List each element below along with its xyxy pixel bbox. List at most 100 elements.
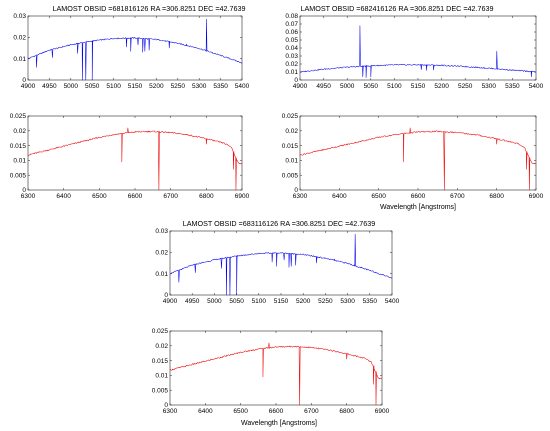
y-tick-label: 0.015	[282, 143, 299, 150]
x-tick-label: 5150	[128, 83, 143, 90]
y-tick-label: 0.02	[13, 35, 26, 42]
y-tick-label: 0.04	[285, 45, 298, 52]
y-tick-label: 0.005	[152, 387, 169, 394]
y-tick-label: 0.01	[285, 69, 298, 76]
x-tick-label: 5400	[385, 298, 400, 305]
x-tick-label: 5200	[434, 83, 449, 90]
x-tick-label: 5300	[340, 298, 355, 305]
y-tick-label: 0.03	[155, 228, 168, 235]
y-tick-label: 0	[294, 77, 298, 84]
blue-spectrum-line	[299, 25, 537, 78]
x-tick-label: 5000	[64, 83, 79, 90]
x-tick-label: 5000	[340, 83, 355, 90]
x-tick-label: 4900	[293, 83, 308, 90]
y-tick-label: 0.01	[13, 158, 26, 165]
axes-frame	[299, 115, 537, 191]
x-tick-label: 5350	[363, 298, 378, 305]
panel-2-red-spectrum: 6300 6400 6500 6600 6700 6800 6900 0 0.005 0.01 0.…	[282, 113, 544, 200]
y-tick-label: 0.005	[10, 172, 27, 179]
panel-title-1: LAMOST OBSID =681816126 RA =306.8251 DEC…	[52, 4, 245, 13]
y-tick-label: 0.02	[285, 128, 298, 135]
xlabel-3: Wavelength [Angstroms]	[241, 420, 317, 427]
y-tick-label: 0.01	[285, 158, 298, 165]
panel-2-blue-spectrum: 4900 4950 5000 5050 5100 5150 5200 5250 5300 5350…	[285, 13, 543, 90]
y-tick-label: 0.05	[285, 37, 298, 44]
x-tick-label: 5350	[505, 83, 520, 90]
x-tick-label: 5400	[529, 83, 544, 90]
panel-3-blue-spectrum: 4900 4950 5000 5050 5100 5150 5200 5250 5300 5350…	[155, 228, 399, 305]
x-tick-label: 4950	[316, 83, 331, 90]
x-tick-label: 5100	[106, 83, 121, 90]
x-tick-label: 6400	[198, 408, 213, 415]
x-tick-label: 5000	[207, 298, 222, 305]
y-tick-label: 0.03	[285, 53, 298, 60]
x-tick-label: 6700	[450, 193, 465, 200]
x-tick-label: 5150	[411, 83, 426, 90]
x-tick-label: 6700	[163, 193, 178, 200]
x-tick-label: 4950	[42, 83, 57, 90]
y-tick-label: 0.025	[10, 113, 27, 120]
y-tick-label: 0.005	[282, 172, 299, 179]
panel-1-red-spectrum: 6300 6400 6500 6600 6700 6800 6900 0 0.005 0.01 0.…	[10, 113, 250, 200]
y-tick-label: 0.02	[155, 343, 168, 350]
x-tick-label: 5300	[482, 83, 497, 90]
y-tick-label: 0.02	[13, 128, 26, 135]
x-tick-label: 6300	[293, 193, 308, 200]
x-tick-label: 5050	[364, 83, 379, 90]
x-tick-label: 5350	[213, 83, 228, 90]
x-tick-label: 5250	[458, 83, 473, 90]
x-tick-label: 6500	[371, 193, 386, 200]
x-tick-label: 6800	[199, 193, 214, 200]
y-tick-label: 0.02	[155, 250, 168, 257]
x-tick-label: 5400	[235, 83, 250, 90]
x-tick-label: 6900	[235, 193, 250, 200]
x-tick-label: 6400	[332, 193, 347, 200]
x-tick-label: 5200	[296, 298, 311, 305]
y-tick-label: 0.03	[13, 13, 26, 20]
y-tick-label: 0.025	[282, 113, 299, 120]
x-tick-label: 5250	[318, 298, 333, 305]
y-tick-label: 0.015	[10, 143, 27, 150]
x-tick-label: 6600	[128, 193, 143, 200]
axes-frame	[27, 115, 243, 191]
x-tick-label: 6600	[269, 408, 284, 415]
x-tick-label: 6500	[233, 408, 248, 415]
x-tick-label: 5100	[252, 298, 267, 305]
red-spectrum-line	[299, 127, 537, 191]
x-tick-label: 5150	[274, 298, 289, 305]
y-tick-label: 0.07	[285, 21, 298, 28]
x-tick-label: 6700	[304, 408, 319, 415]
x-tick-label: 6800	[339, 408, 354, 415]
y-tick-label: 0.015	[152, 358, 169, 365]
blue-spectrum-line	[27, 18, 243, 81]
panel-title-2: LAMOST OBSID =682416126 RA =306.8251 DEC…	[300, 4, 493, 13]
red-spectrum-line	[169, 342, 383, 406]
y-tick-label: 0	[164, 402, 168, 409]
x-tick-label: 5200	[149, 83, 164, 90]
x-tick-label: 4950	[185, 298, 200, 305]
x-tick-label: 4900	[21, 83, 36, 90]
x-tick-label: 6400	[56, 193, 71, 200]
y-tick-label: 0.01	[13, 56, 26, 63]
panel-3-red-spectrum: 6300 6400 6500 6600 6700 6800 6900 0 0.005 0.01 0.…	[152, 328, 390, 415]
y-tick-label: 0	[22, 187, 26, 194]
x-tick-label: 6900	[375, 408, 390, 415]
axes-frame	[299, 15, 537, 81]
axes-frame	[27, 15, 243, 81]
y-tick-label: 0.08	[285, 13, 298, 20]
y-tick-label: 0.06	[285, 29, 298, 36]
x-tick-label: 6500	[92, 193, 107, 200]
x-tick-label: 6300	[21, 193, 36, 200]
red-spectrum-line	[27, 127, 243, 191]
xlabel-2: Wavelength [Angstroms]	[380, 204, 456, 211]
x-tick-label: 6900	[529, 193, 544, 200]
x-tick-label: 5250	[171, 83, 186, 90]
y-tick-label: 0	[164, 292, 168, 299]
x-tick-label: 5050	[85, 83, 100, 90]
panel-title-3: LAMOST OBSID =683116126 RA =306.8251 DEC…	[183, 219, 376, 228]
axes-frame	[169, 230, 393, 296]
y-tick-label: 0	[22, 77, 26, 84]
axes-frame	[169, 330, 383, 406]
y-tick-label: 0.025	[152, 328, 169, 335]
